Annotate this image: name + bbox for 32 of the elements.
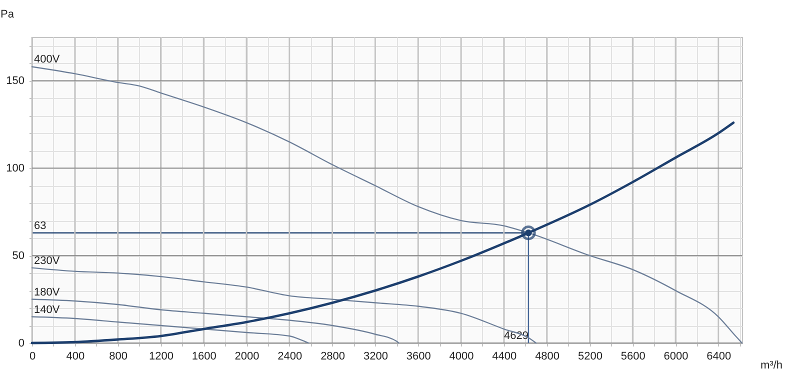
x-tick-label: 1200	[148, 350, 174, 362]
series-label: 140V	[34, 304, 60, 316]
x-tick-label: 5600	[620, 350, 646, 362]
line-series	[30, 121, 735, 344]
y-tick-label: 50	[12, 250, 24, 262]
series-label: 400V	[34, 54, 60, 66]
x-tick-label: 0	[29, 350, 36, 362]
x-tick-label: 800	[109, 350, 128, 362]
series-label: 230V	[34, 254, 60, 267]
x-tick-label: 400	[66, 350, 85, 362]
y-tick-label: 150	[6, 75, 24, 88]
line-series	[31, 267, 537, 344]
x-axis-title: m³/h	[760, 360, 782, 372]
x-tick-label: 6000	[664, 350, 688, 362]
x-tick-label: 3200	[363, 350, 388, 362]
y-tick-label: 0	[18, 338, 24, 350]
x-tick-label: 5200	[578, 350, 602, 362]
series-label: 180V	[34, 286, 60, 298]
line-series	[31, 298, 400, 344]
line-series	[31, 316, 310, 344]
x-tick-label: 3600	[406, 350, 431, 362]
y-axis-title: Pa	[0, 8, 15, 20]
x-tick-label: 2800	[320, 350, 346, 362]
y-tick-label: 100	[6, 162, 24, 175]
x-tick-label: 4800	[535, 350, 560, 362]
x-tick-label: 6400	[706, 350, 732, 362]
x-tick-label: 2000	[234, 350, 260, 362]
x-tick-label: 4000	[449, 350, 474, 362]
x-tick-label: 2400	[278, 350, 302, 362]
x-tick-label: 4400	[492, 350, 517, 362]
ref-line-label: 63	[34, 220, 46, 232]
x-tick-label: 1600	[192, 350, 216, 362]
